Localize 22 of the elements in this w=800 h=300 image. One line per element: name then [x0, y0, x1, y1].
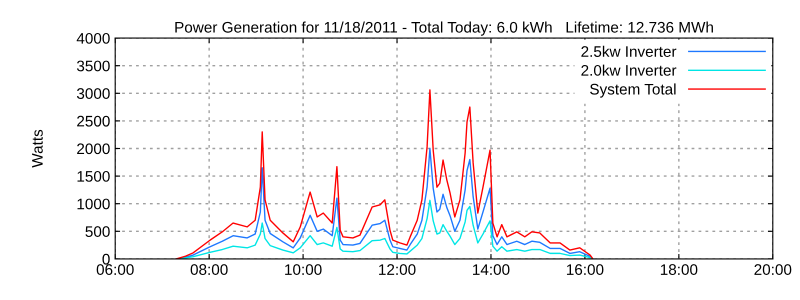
y-tick-label: 500 — [85, 226, 110, 237]
x-tick-label: 14:00 — [473, 264, 510, 275]
legend-label: System Total — [590, 83, 676, 98]
x-tick-label: 12:00 — [379, 264, 416, 275]
x-tick-label: 06:00 — [96, 264, 134, 275]
y-tick-label: 2000 — [77, 143, 110, 154]
y-tick-label: 0 — [102, 254, 110, 265]
legend-label: 2.0kw Inverter — [581, 64, 676, 76]
y-tick-label: 4000 — [76, 32, 110, 44]
y-tick-label: 2500 — [77, 116, 110, 127]
y-tick-label: 3000 — [76, 88, 110, 99]
x-tick-label: 16:00 — [566, 264, 604, 275]
x-tick-label: 10:00 — [285, 264, 322, 275]
x-tick-label: 18:00 — [660, 264, 698, 275]
x-tick-label: 20:00 — [754, 264, 792, 275]
x-tick-label: 08:00 — [190, 264, 228, 275]
chart-title: Power Generation for 11/18/2011 - Total Today: 6.0 kWh Lifetime: 12.736 MWh — [175, 21, 713, 36]
legend-label: 2.5kw Inverter — [581, 46, 676, 57]
y-tick-label: 1000 — [78, 198, 110, 210]
y-tick-label: 1500 — [78, 170, 110, 182]
y-tick-label: 3500 — [76, 60, 110, 72]
y-axis-title: Watts — [32, 130, 43, 168]
